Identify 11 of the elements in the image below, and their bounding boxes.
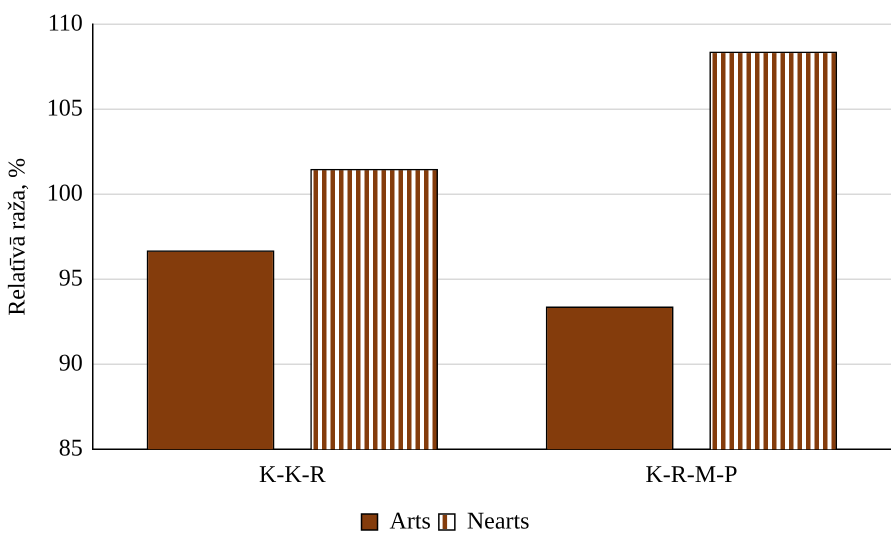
legend-label: Nearts <box>466 508 530 534</box>
y-tick-label: 105 <box>46 96 83 122</box>
x-tick-label: K-R-M-P <box>645 462 738 488</box>
y-tick-label: 110 <box>48 10 83 37</box>
x-tick-label: K-K-R <box>259 462 326 488</box>
y-tick-label: 85 <box>58 435 83 462</box>
y-tick-label: 100 <box>46 180 83 207</box>
y-tick-label: 95 <box>58 266 83 292</box>
y-tick-label: 90 <box>58 350 83 377</box>
y-axis-title: Relatīvā raža, % <box>4 158 31 316</box>
legend-label: Arts <box>390 508 431 534</box>
